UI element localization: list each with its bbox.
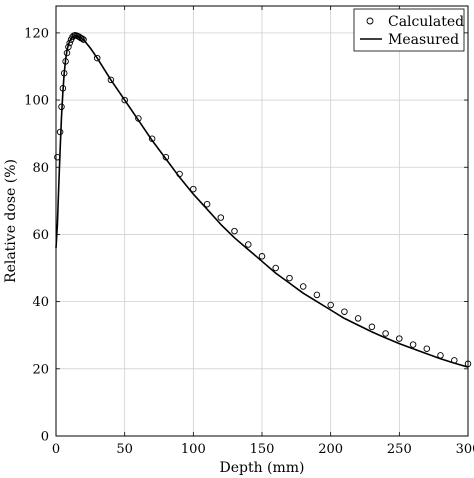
- grid: [55, 6, 469, 437]
- data-point-calculated: [56, 128, 64, 136]
- data-point-calculated: [382, 330, 389, 337]
- legend: Calculated Measured: [353, 8, 465, 52]
- data-point-calculated: [80, 36, 87, 43]
- data-point-calculated: [341, 308, 348, 315]
- y-axis-label: Relative dose (%): [3, 159, 19, 283]
- x-axis-label: Depth (mm): [219, 460, 304, 476]
- x-tick-label: 150: [250, 442, 275, 457]
- axis-ticks: 0 50 100 150 200 250 300 0 20 40 60 80 100 120: [24, 6, 474, 457]
- data-point-calculated: [423, 345, 431, 352]
- data-point-calculated: [299, 283, 307, 290]
- data-point-calculated: [217, 214, 225, 221]
- data-point-calculated: [107, 76, 115, 84]
- y-tick-label: 100: [24, 94, 49, 109]
- legend-label: Calculated: [388, 14, 464, 30]
- data-point-calculated: [121, 96, 128, 104]
- y-tick-label: 0: [41, 430, 49, 445]
- data-point-calculated: [176, 170, 183, 178]
- data-point-calculated: [354, 315, 362, 322]
- data-point-calculated: [327, 301, 334, 309]
- y-tick-label: 60: [32, 228, 49, 243]
- y-tick-label: 40: [32, 295, 49, 310]
- x-tick-label: 300: [456, 442, 474, 457]
- data-point-calculated: [258, 253, 266, 260]
- data-point-calculated: [286, 274, 293, 282]
- data-point-calculated: [396, 335, 403, 342]
- data-point-calculated: [203, 200, 211, 208]
- data-point-calculated: [409, 341, 417, 348]
- data-point-calculated: [148, 135, 156, 142]
- x-tick-label: 200: [318, 442, 343, 457]
- y-tick-label: 20: [32, 362, 49, 377]
- y-tick-label: 120: [24, 26, 49, 41]
- data-point-calculated: [231, 227, 238, 235]
- x-tick-label: 50: [116, 442, 133, 457]
- data-point-calculated: [437, 352, 444, 359]
- data-point-calculated: [368, 323, 376, 331]
- data-point-calculated: [63, 49, 71, 57]
- data-point-calculated: [245, 241, 252, 248]
- data-point-calculated: [66, 39, 73, 47]
- data-point-calculated: [65, 43, 72, 51]
- legend-marker-icon: [366, 17, 374, 25]
- data-point-calculated: [62, 58, 69, 65]
- data-point-calculated: [93, 54, 101, 62]
- data-point-calculated: [190, 185, 197, 193]
- data-point-calculated: [54, 153, 61, 161]
- plot-area: [54, 31, 472, 368]
- data-point-calculated: [78, 35, 86, 42]
- x-tick-label: 0: [52, 442, 60, 457]
- data-point-calculated: [451, 357, 458, 364]
- data-point-calculated: [162, 153, 170, 161]
- x-tick-label: 100: [181, 442, 206, 457]
- y-tick-label: 80: [32, 161, 49, 176]
- x-tick-label: 250: [387, 442, 412, 457]
- data-point-calculated: [272, 264, 279, 272]
- data-point-calculated: [59, 85, 67, 92]
- legend-box: [353, 8, 465, 52]
- legend-label: Measured: [388, 32, 459, 48]
- data-point-calculated: [58, 103, 65, 111]
- data-point-calculated: [313, 291, 321, 299]
- data-point-calculated: [60, 69, 68, 77]
- data-point-calculated: [135, 115, 142, 122]
